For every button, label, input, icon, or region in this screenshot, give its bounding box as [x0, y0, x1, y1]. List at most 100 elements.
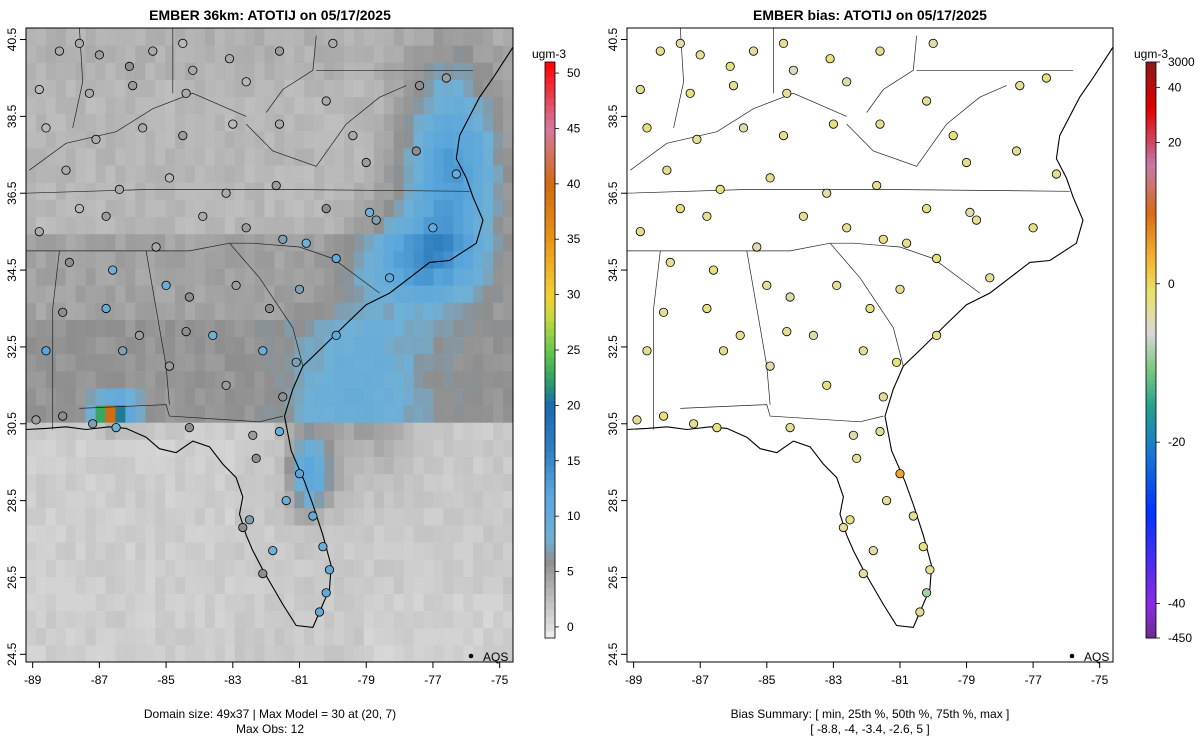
model-grid-cell: [75, 524, 87, 543]
state-boundary: [846, 85, 1007, 167]
model-grid-cell: [473, 28, 484, 46]
model-grid-cell: [155, 422, 166, 440]
bias-colorbar-segment: [1146, 148, 1156, 154]
model-grid-cell: [204, 576, 216, 594]
model-grid-cell: [195, 79, 206, 98]
model-grid-cell: [214, 113, 226, 132]
model-grid-cell: [433, 113, 444, 132]
model-grid-cell: [65, 524, 77, 543]
model-grid-cell: [26, 610, 37, 629]
station-bias-point: [1041, 73, 1052, 83]
bias-colorbar-segment: [1146, 177, 1156, 183]
model-grid-cell: [503, 79, 513, 98]
model-grid-cell: [473, 353, 484, 372]
model-grid-cell: [95, 593, 107, 612]
bias-colorbar-segment: [1146, 215, 1156, 221]
model-grid-cell: [185, 542, 196, 560]
model-grid-cell: [453, 199, 464, 218]
model-grid-cell: [175, 644, 186, 662]
model-grid-cell: [75, 627, 87, 646]
model-grid-cell: [274, 542, 285, 560]
model-grid-cell: [125, 216, 136, 235]
model-grid-cell: [65, 216, 77, 235]
model-grid-cell: [344, 524, 355, 543]
station-bias-point: [915, 607, 925, 617]
station-obs-point: [58, 411, 68, 421]
model-grid-cell: [175, 559, 186, 577]
model-grid-cell: [35, 147, 47, 166]
model-grid-cell: [125, 319, 136, 337]
model-grid-cell: [304, 473, 315, 492]
model-grid-cell: [334, 113, 345, 132]
model-grid-cell: [314, 542, 325, 560]
model-grid-cell: [65, 267, 77, 286]
model-grid-cell: [393, 285, 405, 303]
model-grid-cell: [314, 593, 325, 612]
model-grid-cell: [65, 113, 77, 132]
model-grid-cell: [304, 593, 315, 612]
model-grid-cell: [354, 113, 365, 132]
model-grid-cell: [95, 250, 107, 269]
model-grid-cell: [264, 216, 275, 235]
model-grid-cell: [65, 62, 77, 80]
station-obs-point: [84, 88, 95, 98]
model-grid-cell: [234, 542, 246, 560]
station-bias-point: [778, 38, 789, 49]
model-grid-cell: [95, 370, 107, 389]
station-bias-point: [692, 134, 702, 144]
model-grid-cell: [443, 353, 454, 372]
model-grid-cell: [195, 627, 206, 646]
model-grid-cell: [423, 593, 435, 612]
model-grid-cell: [165, 644, 176, 662]
model-grid-cell: [165, 96, 176, 115]
model-grid-cell: [185, 182, 196, 200]
model-grid-cell: [204, 147, 216, 166]
model-grid-cell: [195, 422, 206, 440]
model-grid-cell: [234, 113, 246, 132]
model-grid-cell: [26, 62, 37, 80]
model-grid-cell: [463, 45, 474, 63]
model-grid-cell: [413, 165, 425, 183]
bias-colorbar-segment: [1146, 474, 1156, 481]
y-tick-label: 28.5: [5, 489, 19, 513]
model-grid-cell: [264, 422, 275, 440]
model-grid-cell: [244, 524, 256, 543]
model-grid-cell: [453, 250, 464, 269]
model-grid-cell: [95, 302, 107, 320]
model-grid-cell: [35, 473, 47, 492]
model-grid-cell: [65, 199, 77, 218]
model-grid-cell: [433, 96, 444, 115]
station-obs-point: [91, 134, 101, 144]
model-grid-cell: [195, 559, 206, 577]
model-grid-cell: [473, 370, 484, 389]
model-legend: AQS: [468, 650, 508, 664]
model-grid-cell: [185, 490, 196, 509]
model-colorbar-segment: [545, 134, 555, 142]
model-grid-cell: [363, 285, 375, 303]
model-grid-cell: [234, 490, 246, 509]
model-grid-cell: [433, 559, 444, 577]
model-grid-cell: [26, 285, 37, 303]
station-bias-point: [1011, 146, 1022, 156]
model-grid-cell: [204, 130, 216, 149]
model-grid-cell: [65, 285, 77, 303]
model-grid-cell: [224, 336, 236, 355]
model-grid-cell: [35, 319, 47, 337]
model-grid-cell: [373, 456, 385, 475]
bias-colorbar-segment: [1146, 86, 1156, 92]
model-grid-cell: [65, 182, 77, 200]
bias-colorbar-segment: [1146, 522, 1156, 529]
model-grid-cell: [383, 353, 395, 372]
model-grid-cell: [284, 199, 295, 218]
model-grid-cell: [294, 559, 305, 577]
model-grid-cell: [363, 405, 375, 423]
model-grid-cell: [304, 627, 315, 646]
model-grid-cell: [224, 250, 236, 269]
model-grid-cell: [115, 45, 126, 63]
station-bias-point: [782, 326, 792, 337]
station-bias-point: [655, 46, 665, 56]
model-grid-cell: [224, 405, 236, 423]
station-obs-point: [238, 522, 248, 533]
model-grid-cell: [433, 507, 444, 526]
